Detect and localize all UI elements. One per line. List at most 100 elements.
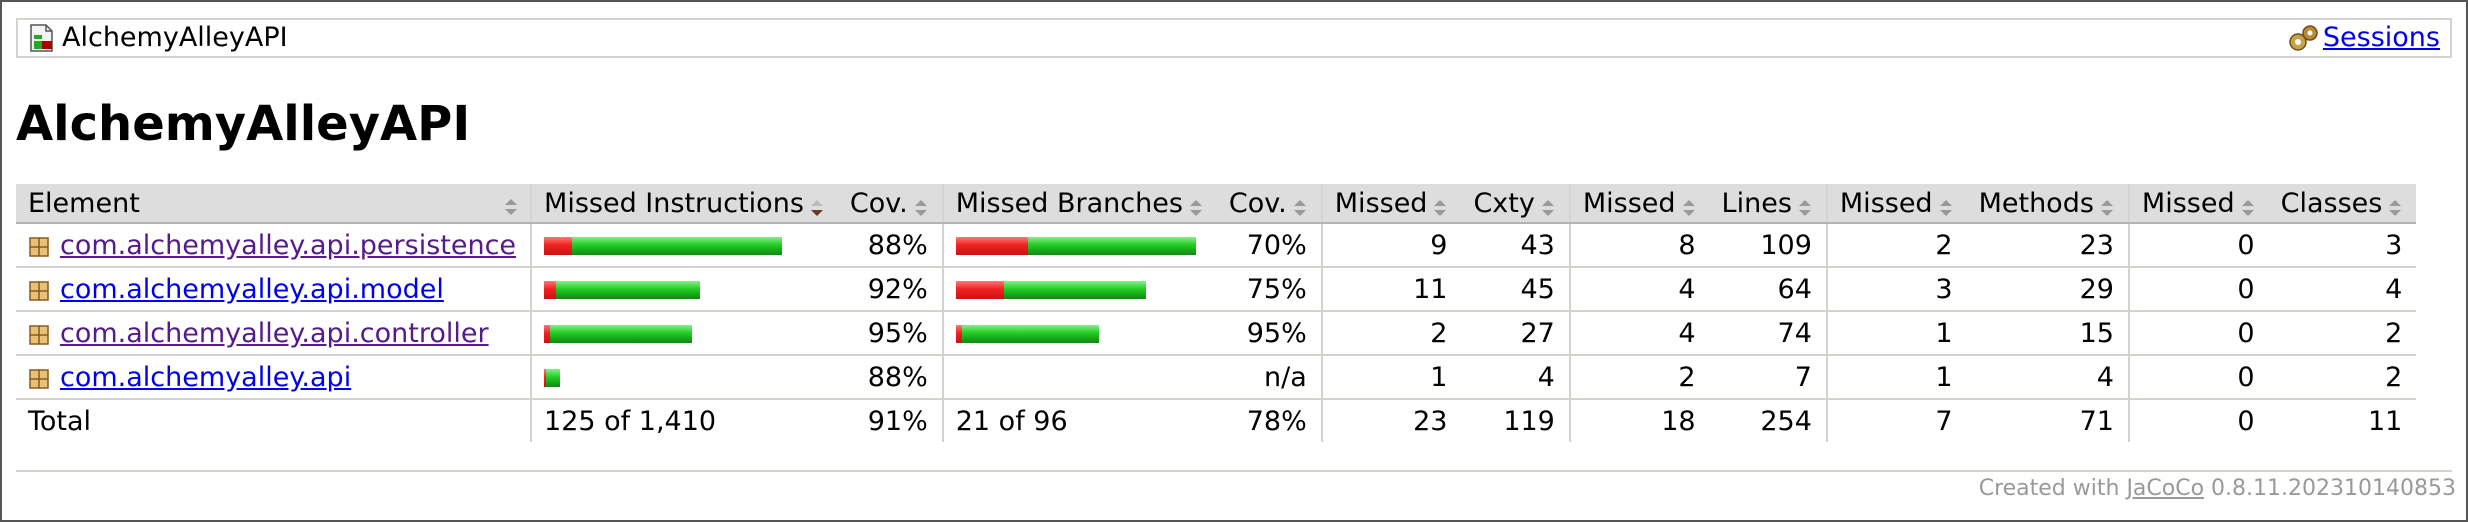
instruction-coverage: 92% [837, 267, 943, 312]
breadcrumb-left: AlchemyAlleyAPI [28, 20, 288, 56]
methods: 23 [1966, 223, 2129, 268]
breadcrumb: AlchemyAlleyAPI Sessions [16, 18, 2452, 58]
column-header-label: Missed Branches [955, 187, 1183, 219]
package-icon [28, 278, 50, 301]
package-icon [28, 234, 50, 257]
breadcrumb-right: Sessions [2287, 20, 2440, 56]
missed-instructions-bar [530, 223, 838, 268]
branch-coverage: 70% [1216, 223, 1322, 268]
element-cell: com.alchemyalley.api.controller [16, 311, 532, 356]
column-header-missed-complexity[interactable]: Missed [1320, 184, 1462, 224]
column-header-lines[interactable]: Lines [1709, 184, 1827, 224]
package-link[interactable]: com.alchemyalley.api.model [60, 273, 444, 305]
methods: 29 [1966, 267, 2129, 312]
column-header-instruction-coverage[interactable]: Cov. [837, 184, 943, 224]
branch-coverage: 75% [1216, 267, 1322, 312]
missed-methods: 3 [1825, 267, 1967, 312]
column-header-complexity[interactable]: Cxty [1461, 184, 1570, 224]
total-lines: 254 [1760, 405, 1812, 437]
missed-branches-bar [941, 267, 1217, 312]
sort-icon [2241, 194, 2255, 216]
report-icon [28, 23, 56, 53]
instruction-coverage: 88% [837, 355, 943, 400]
element-cell: com.alchemyalley.api [16, 355, 532, 400]
column-header-label: Methods [1978, 187, 2094, 219]
missed-methods: 1 [1825, 355, 1967, 400]
column-header-missed-classes[interactable]: Missed [2127, 184, 2269, 224]
column-header-missed-branches[interactable]: Missed Branches [941, 184, 1217, 224]
package-link[interactable]: com.alchemyalley.api [60, 361, 352, 393]
missed-complexity: 2 [1320, 311, 1462, 356]
table-row: com.alchemyalley.api 88% n/a 1 4 2 7 1 4… [16, 355, 2417, 400]
column-header-branch-coverage[interactable]: Cov. [1216, 184, 1322, 224]
sort-icon [2100, 194, 2114, 216]
missed-classes: 0 [2127, 223, 2269, 268]
methods: 4 [1966, 355, 2129, 400]
total-instruction-coverage: 91% [867, 405, 928, 437]
column-header-label: Cxty [1473, 187, 1535, 219]
complexity: 43 [1461, 223, 1570, 268]
missed-lines: 2 [1568, 355, 1710, 400]
column-header-label: Classes [2280, 187, 2383, 219]
methods: 15 [1966, 311, 2129, 356]
package-link[interactable]: com.alchemyalley.api.persistence [60, 229, 517, 261]
column-header-missed-lines[interactable]: Missed [1568, 184, 1710, 224]
total-missed-branches: 21 of 96 [941, 399, 1217, 442]
column-header-label: Missed Instructions [544, 187, 804, 219]
total-classes: 11 [2367, 405, 2403, 437]
column-header-label: Missed [2141, 187, 2235, 219]
column-header-label: Lines [1721, 187, 1792, 219]
page-title: AlchemyAlleyAPI [16, 96, 471, 152]
package-link[interactable]: com.alchemyalley.api.controller [60, 317, 489, 349]
branch-coverage: n/a [1216, 355, 1322, 400]
classes: 4 [2268, 267, 2417, 312]
total-branch-coverage: 78% [1246, 405, 1307, 437]
total-complexity: 119 [1503, 405, 1555, 437]
footer-version: 0.8.11.202310140853 [2204, 476, 2456, 501]
element-cell: com.alchemyalley.api.persistence [16, 223, 532, 268]
missed-lines: 8 [1568, 223, 1710, 268]
complexity: 45 [1461, 267, 1570, 312]
lines: 64 [1709, 267, 1827, 312]
complexity: 27 [1461, 311, 1570, 356]
missed-methods: 1 [1825, 311, 1967, 356]
column-header-label: Missed [1582, 187, 1676, 219]
column-header-missed-instructions[interactable]: Missed Instructions [530, 184, 838, 224]
breadcrumb-title: AlchemyAlleyAPI [62, 22, 288, 53]
column-header-classes[interactable]: Classes [2268, 184, 2417, 224]
sort-icon [1682, 194, 1696, 216]
total-methods: 71 [2079, 405, 2114, 437]
sessions-link[interactable]: Sessions [2322, 22, 2440, 53]
missed-lines: 4 [1568, 311, 1710, 356]
package-icon [28, 366, 50, 389]
jacoco-link[interactable]: JaCoCo [2126, 476, 2205, 501]
sort-icon [1433, 194, 1447, 216]
classes: 2 [2268, 311, 2417, 356]
column-header-label: Cov. [849, 187, 908, 219]
missed-complexity: 9 [1320, 223, 1462, 268]
missed-instructions-bar [530, 267, 838, 312]
missed-lines: 4 [1568, 267, 1710, 312]
column-header-label: Cov. [1228, 187, 1287, 219]
missed-classes: 0 [2127, 311, 2269, 356]
total-row: Total 125 of 1,410 91% 21 of 96 78% 23 1… [16, 399, 2416, 442]
table-row: com.alchemyalley.api.persistence 88% 70%… [16, 223, 2417, 268]
footer-divider [16, 470, 2452, 472]
total-missed-complexity: 23 [1320, 399, 1462, 442]
missed-classes: 0 [2127, 267, 2269, 312]
instruction-coverage: 88% [837, 223, 943, 268]
footer-prefix: Created with [1978, 476, 2127, 501]
column-header-label: Missed [1334, 187, 1428, 219]
column-header-label: Element [28, 187, 140, 219]
classes: 2 [2268, 355, 2417, 400]
sort-icon [1189, 194, 1203, 216]
sort-icon [1541, 194, 1555, 216]
column-header-missed-methods[interactable]: Missed [1825, 184, 1967, 224]
missed-branches-bar [941, 223, 1217, 268]
lines: 109 [1709, 223, 1827, 268]
missed-branches-bar [941, 311, 1217, 356]
total-missed-instructions: 125 of 1,410 [530, 399, 838, 442]
column-header-element[interactable]: Element [16, 184, 532, 224]
missed-methods: 2 [1825, 223, 1967, 268]
column-header-methods[interactable]: Methods [1966, 184, 2129, 224]
